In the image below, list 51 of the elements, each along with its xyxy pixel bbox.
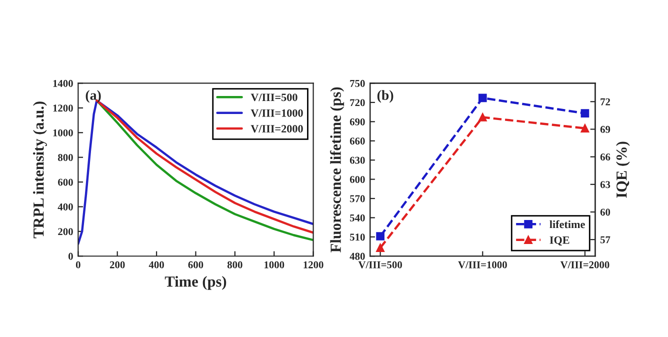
y2-tick-label: 66 (600, 154, 610, 161)
y-tick-label: 600 (58, 178, 73, 186)
y-tick-label: 1400 (53, 80, 73, 87)
y2-tick-label: 63 (600, 181, 610, 188)
y-tick-label: 0 (68, 252, 73, 260)
y-tick-label: 400 (58, 203, 73, 210)
y-tick-label: 510 (350, 234, 365, 241)
x-tick-label: 600 (188, 261, 204, 268)
y-axis-title: TRPL intensity (a.u.) (33, 102, 47, 238)
point (478, 94, 487, 102)
x-tick-label: 1200 (304, 261, 324, 268)
x-tick-label: 200 (110, 261, 125, 268)
y-tick-label: 480 (350, 252, 365, 260)
y-tick-label: 630 (350, 156, 365, 164)
annotation: (b) (377, 90, 394, 103)
legend-label: V/III=2000 (250, 125, 303, 133)
point (580, 124, 590, 132)
x-tick-label: 400 (148, 261, 164, 268)
point (376, 244, 384, 252)
point (580, 109, 590, 118)
legend-label: V/III=1000 (250, 109, 303, 117)
y-tick-label: 690 (350, 118, 365, 126)
legend-label: lifetime (550, 220, 585, 228)
y-tick-label: 720 (350, 99, 365, 106)
point (376, 232, 384, 240)
x-axis-title: Time (ps) (164, 276, 226, 290)
y-tick-label: 200 (58, 228, 73, 236)
y-tick-label: 800 (58, 154, 73, 162)
y2-tick-label: 72 (600, 98, 610, 106)
y2-tick-label: 57 (600, 236, 610, 244)
y-axis-title: Fluorescence lifetime (ps) (330, 87, 344, 252)
y-tick-label: 1000 (53, 129, 73, 136)
y-tick-label: 750 (350, 80, 365, 87)
y2-tick-label: 60 (600, 208, 610, 216)
y-tick-label: 600 (350, 176, 365, 183)
x-tick-label: V/III=500 (358, 261, 402, 268)
y-tick-label: 1200 (53, 104, 73, 112)
y2-tick-label: 69 (600, 126, 610, 133)
y-tick-label: 540 (350, 214, 365, 222)
x-tick-label: V/III=1000 (458, 261, 507, 268)
y-tick-label: 570 (350, 195, 365, 202)
x-tick-label: 0 (76, 261, 80, 268)
annotation: (a) (86, 90, 101, 103)
point (478, 113, 487, 122)
legend-label: IQE (550, 236, 570, 246)
x-tick-label: V/III=2000 (560, 261, 610, 268)
legend-label: V/III=500 (250, 94, 298, 102)
x-tick-label: 1000 (264, 261, 284, 268)
y2-axis-title: IQE (%) (616, 142, 630, 198)
y-tick-label: 660 (350, 138, 365, 145)
x-tick-label: 800 (227, 261, 242, 268)
